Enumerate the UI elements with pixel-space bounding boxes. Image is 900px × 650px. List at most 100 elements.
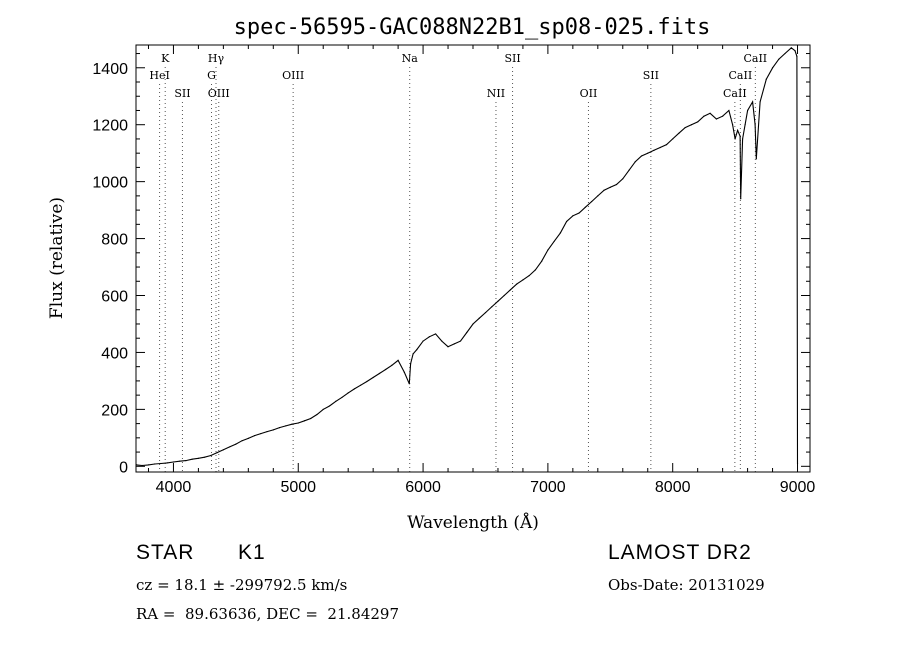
spectral-line-label: G <box>207 69 216 82</box>
x-tick-label: 8000 <box>655 479 691 496</box>
x-tick-label: 4000 <box>156 479 192 496</box>
spectrum-point <box>659 146 661 149</box>
spectrum-point <box>755 158 757 160</box>
spectrum-point <box>491 306 493 308</box>
spectrum-point <box>609 186 611 188</box>
spectrum-point <box>147 464 150 466</box>
spectrum-point <box>528 274 530 277</box>
spectrum-point <box>771 67 774 69</box>
spectral-line-label: CaII <box>723 87 747 100</box>
spectrum-point <box>428 336 430 338</box>
spectral-line-label: OIII <box>282 69 304 82</box>
spectrum-point <box>366 380 368 383</box>
spectrum-point <box>678 132 680 134</box>
spectrum-point <box>709 112 711 114</box>
spectrum-point <box>484 311 487 314</box>
spectrum-point <box>522 279 524 281</box>
spectrum-point <box>328 405 331 407</box>
spectrum-point <box>441 340 443 342</box>
spectrum-point <box>222 449 224 451</box>
spectrum-layer <box>136 47 799 467</box>
y-tick-label: 1400 <box>92 61 128 78</box>
spectrum-point <box>746 109 749 112</box>
spectrum-point <box>172 461 175 463</box>
spectrum-point <box>478 317 480 319</box>
spectrum-point <box>740 198 742 200</box>
spectral-line-label: SII <box>643 69 659 82</box>
spectrum-point <box>247 437 249 440</box>
spectrum-point <box>765 78 767 80</box>
spectrum-point <box>559 232 561 234</box>
spectrum-point <box>385 368 387 371</box>
x-axis-label: Wavelength (Å) <box>407 512 539 533</box>
spectrum-point <box>197 457 200 459</box>
spectrum-point <box>553 240 555 243</box>
spectrum-point <box>291 423 293 425</box>
spectrum-point <box>472 323 474 325</box>
spectrum-point <box>597 195 599 197</box>
spectral-lines-layer: K HeI SII Hγ G OIII OIII Na NII SII OII SII CaII CaII… <box>149 52 767 472</box>
spectrum-point <box>547 249 549 251</box>
spectral-line-label: Na <box>402 52 419 65</box>
spectrum-point <box>697 121 699 123</box>
spectrum-point <box>403 371 405 373</box>
spectrum-point <box>578 212 580 214</box>
spectrum-point <box>179 460 181 462</box>
y-tick-label: 1000 <box>92 175 128 192</box>
spectral-line-label: NII <box>487 87 505 100</box>
spectrum-point <box>453 343 455 345</box>
spectrum-point <box>503 294 505 297</box>
spectrum-point <box>790 47 792 49</box>
spectrum-point <box>316 413 318 416</box>
spectrum-point <box>285 425 287 427</box>
spectrum-point <box>191 458 193 460</box>
spectrum-point <box>759 101 761 103</box>
spectral-line-label: SII <box>504 52 520 65</box>
spectrum-point <box>272 429 274 431</box>
spectrum-point <box>653 149 655 151</box>
spectral-line-label: HeI <box>149 69 169 82</box>
spectrum-point <box>408 383 410 385</box>
spectrum-point <box>160 462 162 465</box>
spectrum-point <box>303 420 306 422</box>
spectrum-point <box>378 372 380 375</box>
spectrum-point <box>541 260 543 262</box>
spectrum-point <box>628 169 630 171</box>
y-axis-label: Flux (relative) <box>47 197 67 319</box>
spectrum-point <box>253 434 256 437</box>
spectrum-point <box>235 443 237 445</box>
spectrum-point <box>466 331 468 334</box>
chart-title: spec-56595-GAC088N22B1_sp08-025.fits <box>234 15 711 40</box>
x-tick-label: 9000 <box>780 479 816 496</box>
spectrum-point <box>584 206 586 208</box>
object-subclass: K1 <box>238 541 266 564</box>
spectrum-point <box>665 144 668 146</box>
spectrum-point <box>409 363 412 365</box>
spectrum-point <box>622 178 624 180</box>
spectrum-point <box>737 129 739 131</box>
spectrum-line <box>136 47 799 467</box>
spectrum-point <box>360 384 362 386</box>
y-tick-label: 200 <box>101 402 128 419</box>
spectrum-point <box>509 289 512 291</box>
spectrum-point <box>615 183 618 186</box>
spectral-line-label: Hγ <box>208 52 225 65</box>
spectrum-point <box>734 138 736 140</box>
spectrum-point <box>778 58 780 60</box>
spectrum-point <box>434 333 437 335</box>
spectrum-point <box>516 283 518 285</box>
spectrum-point <box>204 456 206 458</box>
spectrum-point <box>416 348 418 351</box>
object-class: STAR <box>136 541 195 564</box>
x-tick-label: 5000 <box>280 479 316 496</box>
redshift-text: cz = 18.1 ± -299792.5 km/s <box>136 576 348 594</box>
x-tick-label: 7000 <box>530 479 566 496</box>
spectrum-point <box>322 408 324 410</box>
coordinates: RA = 89.63636, DEC = 21.84297 <box>136 605 400 623</box>
spectrum-point <box>647 152 649 154</box>
y-tick-label: 0 <box>119 459 128 476</box>
axis-ticks: 4000 5000 6000 7000 8000 9000 0 200 400 600 800 100… <box>92 45 815 496</box>
spectrum-point <box>684 126 686 129</box>
spectrum-point <box>141 464 143 467</box>
spectrum-point <box>742 138 744 140</box>
